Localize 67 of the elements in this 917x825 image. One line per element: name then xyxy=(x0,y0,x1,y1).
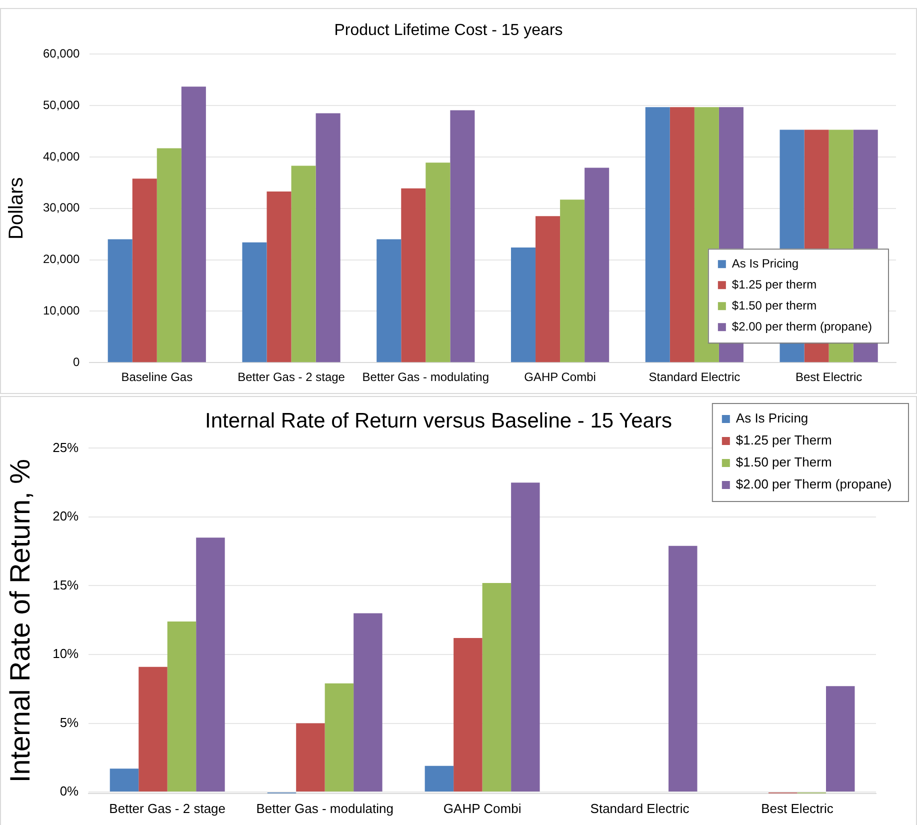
chart-title: Product Lifetime Cost - 15 years xyxy=(334,22,563,40)
y-tick-label: 60,000 xyxy=(43,46,80,61)
legend-label: $1.50 per Therm xyxy=(736,454,832,470)
x-tick-label: Better Gas - modulating xyxy=(362,370,490,384)
bar xyxy=(324,683,354,792)
y-tick-label: 10,000 xyxy=(43,304,80,318)
bar xyxy=(510,247,536,362)
bar xyxy=(536,216,560,362)
bar xyxy=(138,666,168,792)
y-tick-label: 10% xyxy=(52,646,80,662)
bar xyxy=(110,768,139,792)
bar xyxy=(424,766,454,792)
bar xyxy=(826,686,855,792)
bar xyxy=(584,168,610,362)
bar xyxy=(181,86,206,362)
y-axis-title: Internal Rate of Return, % xyxy=(4,458,36,783)
bar xyxy=(167,621,196,792)
bar xyxy=(156,148,182,362)
y-tick-label: 20% xyxy=(52,508,80,524)
bar xyxy=(482,582,512,792)
y-tick-label: 40,000 xyxy=(43,149,80,164)
legend-label: $1.50 per therm xyxy=(732,298,817,312)
bar xyxy=(196,538,225,792)
legend-label: As Is Pricing xyxy=(736,410,808,426)
legend-label: $1.25 per Therm xyxy=(736,432,832,448)
x-tick-label: Best Electric xyxy=(795,370,862,384)
x-tick-label: Better Gas - 2 stage xyxy=(109,800,226,816)
y-tick-label: 20,000 xyxy=(43,252,80,266)
bar xyxy=(354,613,382,792)
bar xyxy=(670,107,694,362)
y-tick-label: 0% xyxy=(60,784,80,799)
y-tick-label: 50,000 xyxy=(43,98,80,112)
bar xyxy=(242,242,267,362)
bar xyxy=(560,200,585,362)
y-tick-label: 15% xyxy=(52,577,80,592)
bar xyxy=(266,191,292,362)
bar xyxy=(511,482,540,792)
legend-label: As Is Pricing xyxy=(732,256,799,270)
legend-label: $1.25 per therm xyxy=(732,277,817,292)
bar xyxy=(668,546,698,792)
bar xyxy=(426,162,450,362)
bar xyxy=(645,107,670,362)
bar xyxy=(296,723,325,792)
chart-title: Internal Rate of Return versus Baseline - 15 Years xyxy=(205,409,672,432)
legend-label: $2.00 per Therm (propane) xyxy=(736,476,892,492)
bar xyxy=(376,239,402,362)
bar xyxy=(132,178,157,362)
x-tick-label: Baseline Gas xyxy=(121,370,193,384)
bar xyxy=(401,188,426,362)
bar xyxy=(450,110,475,362)
x-tick-label: GAHP Combi xyxy=(524,370,596,384)
y-tick-label: 0 xyxy=(73,354,80,369)
bar xyxy=(291,166,316,362)
x-tick-label: GAHP Combi xyxy=(443,800,522,816)
y-tick-label: 30,000 xyxy=(43,200,80,215)
x-tick-label: Better Gas - modulating xyxy=(256,800,394,816)
y-tick-label: 5% xyxy=(60,714,80,730)
y-axis-title: Dollars xyxy=(6,177,28,240)
x-tick-label: Better Gas - 2 stage xyxy=(238,370,346,384)
x-tick-label: Standard Electric xyxy=(590,800,690,816)
x-tick-label: Standard Electric xyxy=(648,370,740,384)
legend-label: $2.00 per therm (propane) xyxy=(732,319,872,334)
y-tick-label: 25% xyxy=(52,440,80,455)
x-tick-label: Best Electric xyxy=(761,800,834,816)
bar xyxy=(454,638,482,792)
bar xyxy=(108,239,132,362)
bar xyxy=(316,113,340,362)
